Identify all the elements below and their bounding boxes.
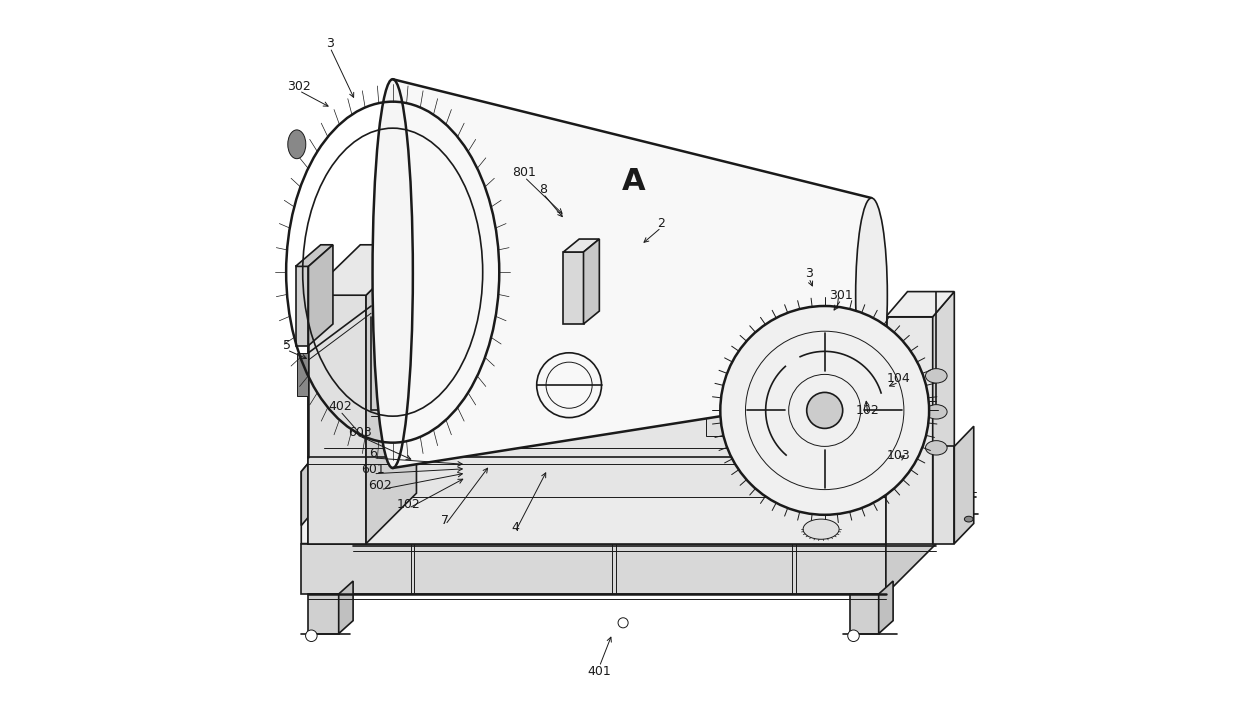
- Ellipse shape: [875, 454, 897, 468]
- Ellipse shape: [803, 519, 839, 539]
- Polygon shape: [886, 482, 937, 594]
- Polygon shape: [954, 426, 974, 544]
- Polygon shape: [309, 245, 333, 346]
- Circle shape: [847, 630, 860, 642]
- Text: 3: 3: [326, 37, 335, 50]
- Text: 2: 2: [658, 217, 665, 230]
- Text: 801: 801: [513, 166, 536, 179]
- Ellipse shape: [875, 382, 897, 396]
- Polygon shape: [886, 317, 933, 544]
- Polygon shape: [372, 410, 937, 497]
- Circle shape: [720, 306, 929, 515]
- Polygon shape: [338, 581, 353, 634]
- Text: 102: 102: [856, 404, 880, 417]
- Text: 602: 602: [368, 479, 393, 492]
- Polygon shape: [301, 392, 368, 526]
- Ellipse shape: [926, 405, 947, 419]
- Ellipse shape: [390, 306, 460, 428]
- Text: 601: 601: [362, 463, 385, 476]
- Polygon shape: [564, 239, 600, 252]
- Polygon shape: [301, 544, 886, 594]
- Ellipse shape: [287, 130, 306, 158]
- Text: 3: 3: [805, 267, 813, 280]
- Text: 102: 102: [396, 498, 420, 510]
- Ellipse shape: [964, 516, 973, 522]
- Polygon shape: [564, 252, 584, 324]
- Ellipse shape: [926, 369, 947, 383]
- Polygon shape: [886, 292, 954, 317]
- Text: 104: 104: [887, 372, 911, 384]
- Polygon shape: [706, 414, 750, 436]
- Polygon shape: [878, 581, 893, 634]
- Polygon shape: [584, 239, 600, 324]
- Polygon shape: [297, 353, 309, 396]
- Ellipse shape: [926, 441, 947, 455]
- Ellipse shape: [875, 418, 897, 432]
- Polygon shape: [393, 79, 871, 468]
- Polygon shape: [309, 457, 886, 544]
- Text: 302: 302: [287, 80, 311, 93]
- Text: 402: 402: [328, 400, 352, 413]
- Polygon shape: [366, 245, 416, 544]
- Text: 301: 301: [829, 289, 854, 302]
- Polygon shape: [309, 295, 366, 544]
- Polygon shape: [850, 594, 878, 634]
- Polygon shape: [373, 412, 937, 419]
- Polygon shape: [301, 392, 937, 544]
- Polygon shape: [525, 382, 634, 464]
- Polygon shape: [295, 245, 333, 266]
- Circle shape: [306, 630, 317, 642]
- Polygon shape: [309, 594, 338, 634]
- Text: 103: 103: [887, 449, 911, 462]
- Circle shape: [618, 618, 628, 628]
- Ellipse shape: [856, 198, 887, 392]
- Text: 4: 4: [512, 521, 519, 534]
- Polygon shape: [372, 320, 465, 464]
- Circle shape: [807, 392, 843, 428]
- Ellipse shape: [373, 79, 413, 468]
- Polygon shape: [465, 274, 515, 464]
- Text: 8: 8: [539, 183, 548, 196]
- Text: 603: 603: [348, 426, 372, 438]
- Polygon shape: [933, 446, 954, 544]
- Text: 7: 7: [441, 514, 450, 527]
- Text: A: A: [622, 167, 646, 196]
- Text: 5: 5: [282, 339, 291, 352]
- Polygon shape: [372, 274, 515, 320]
- Polygon shape: [310, 461, 901, 468]
- Text: 6: 6: [369, 447, 377, 460]
- Polygon shape: [309, 245, 416, 295]
- Polygon shape: [295, 266, 309, 346]
- Polygon shape: [933, 292, 954, 544]
- Text: 401: 401: [587, 665, 611, 678]
